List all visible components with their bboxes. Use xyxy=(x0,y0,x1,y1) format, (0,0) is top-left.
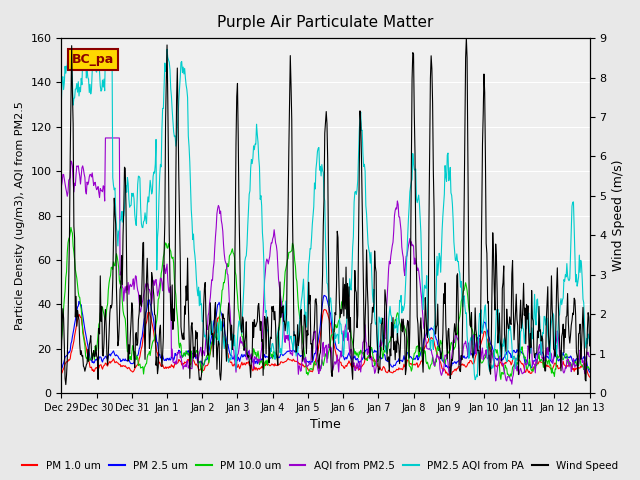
Y-axis label: Particle Density (ug/m3), AQI from PM2.5: Particle Density (ug/m3), AQI from PM2.5 xyxy=(15,101,25,330)
X-axis label: Time: Time xyxy=(310,419,341,432)
Title: Purple Air Particulate Matter: Purple Air Particulate Matter xyxy=(218,15,434,30)
Text: BC_pa: BC_pa xyxy=(72,53,114,66)
Y-axis label: Wind Speed (m/s): Wind Speed (m/s) xyxy=(612,160,625,271)
Legend: PM 1.0 um, PM 2.5 um, PM 10.0 um, AQI from PM2.5, PM2.5 AQI from PA, Wind Speed: PM 1.0 um, PM 2.5 um, PM 10.0 um, AQI fr… xyxy=(17,456,623,475)
